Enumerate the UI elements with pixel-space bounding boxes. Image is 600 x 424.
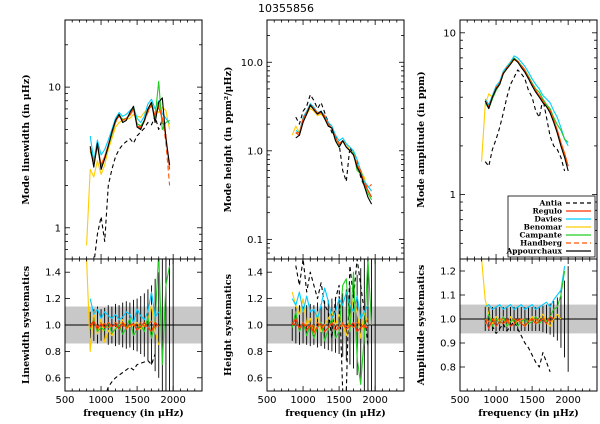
legend-label: Benomar [524, 223, 563, 232]
y-tick-label: 1 [55, 223, 61, 234]
x-tick-label: 1500 [519, 395, 544, 406]
x-tick-label: 1000 [483, 395, 508, 406]
x-tick-label: 1500 [326, 395, 351, 406]
legend-label: Appourchaux [505, 247, 562, 256]
series-appourchaux [89, 97, 171, 170]
series-appourchaux [295, 104, 373, 205]
panel-3: 500 1000 1500 2000 0.6 0.8 1.0 1.2 1.4 frequency … [21, 258, 203, 419]
y-tick-label: 1.2 [45, 294, 61, 305]
y-axis-label: Mode height (in ppm²/μHz) [223, 67, 234, 213]
plot-area [481, 55, 569, 172]
panel-1: 0.1 1.0 10.0 Mode height (in ppm²/μHz) [223, 19, 405, 260]
series-benomar [291, 108, 373, 198]
y-tick-label: 1.0 [247, 321, 263, 332]
y-tick-label: 0.1 [247, 235, 263, 246]
x-tick-label: 2000 [362, 395, 387, 406]
legend-label: Davies [534, 215, 562, 224]
y-axis-label: Linewidth systematics [21, 266, 32, 384]
x-tick-label: 500 [55, 395, 74, 406]
axes-frame [64, 19, 203, 260]
x-tick-label: 1000 [290, 395, 315, 406]
y-tick-label: 0.8 [440, 363, 456, 374]
series-handberg [484, 318, 555, 322]
series-antia [484, 69, 566, 172]
plot-area [267, 259, 404, 391]
axes-frame [459, 258, 598, 392]
legend: AntiaReguloDaviesBenomarCampanteHandberg… [505, 195, 596, 258]
series-campante [295, 105, 373, 201]
x-tick-label: 500 [257, 395, 276, 406]
legend-label: Handberg [520, 239, 563, 248]
panel-4: 500 1000 1500 2000 0.6 0.8 1.0 1.2 1.4 frequency … [223, 258, 405, 419]
plot-area [460, 259, 597, 372]
y-tick-label: 1.4 [247, 268, 263, 279]
x-axis-label: frequency (in μHz) [285, 408, 385, 419]
series-regulo [295, 104, 373, 198]
series-handberg [89, 320, 160, 330]
y-tick-label: 0.6 [247, 373, 263, 384]
plot-area [291, 94, 373, 205]
y-axis-label: Height systematics [223, 274, 234, 376]
y-tick-label: 1.1 [440, 291, 456, 302]
legend-label: Antia [539, 199, 563, 208]
x-tick-label: 2000 [555, 395, 580, 406]
y-tick-label: 0.9 [440, 339, 456, 350]
y-tick-label: 1.0 [247, 146, 263, 157]
series-campante [291, 259, 373, 385]
series-davies [295, 103, 373, 192]
series-antia [93, 115, 167, 259]
y-axis-label: Mode linewidth (in μHz) [21, 74, 32, 204]
series-antia [295, 94, 369, 194]
x-tick-label: 500 [450, 395, 469, 406]
plot-area [86, 80, 171, 259]
y-tick-label: 1 [450, 190, 456, 201]
y-tick-label: 1.2 [440, 267, 456, 278]
panels: 1 10 Mode linewidth (in μHz) 0.1 1.0 10.0 Mode… [21, 19, 598, 419]
series-benomar [86, 104, 171, 246]
series-davies [484, 55, 569, 147]
y-tick-label: 10.0 [241, 58, 263, 69]
series-handberg [484, 58, 569, 167]
y-tick-label: 10 [443, 28, 456, 39]
series-campante [89, 259, 171, 366]
figure-title: 10355856 [258, 2, 314, 15]
y-tick-label: 10 [48, 83, 61, 94]
x-axis-label: frequency (in μHz) [478, 408, 578, 419]
x-tick-label: 2000 [160, 395, 185, 406]
series-handberg [291, 318, 369, 330]
legend-label: Regulo [532, 207, 562, 216]
x-tick-label: 1000 [88, 395, 113, 406]
y-axis-label: Amplitude systematics [416, 265, 427, 387]
series-davies [484, 266, 566, 310]
series-antia [295, 259, 369, 391]
series-handberg [89, 104, 171, 186]
y-tick-label: 1.0 [45, 321, 61, 332]
y-tick-label: 1.0 [440, 315, 456, 326]
series-appourchaux [484, 58, 569, 172]
series-davies [89, 291, 160, 323]
x-tick-label: 1500 [124, 395, 149, 406]
y-tick-label: 0.6 [45, 373, 61, 384]
y-tick-label: 0.8 [247, 347, 263, 358]
panel-2: 1 10 Mode amplitude (in ppm) [416, 19, 598, 260]
panel-5: 500 1000 1500 2000 0.8 0.9 1.0 1.1 1.2 frequency … [416, 258, 598, 419]
y-tick-label: 1.2 [247, 294, 263, 305]
panel-0: 1 10 Mode linewidth (in μHz) [21, 19, 203, 260]
y-tick-label: 0.8 [45, 347, 61, 358]
y-axis-label: Mode amplitude (in ppm) [416, 71, 427, 207]
plot-area [65, 259, 202, 391]
y-tick-label: 1.4 [45, 268, 61, 279]
legend-label: Campante [519, 231, 562, 240]
x-axis-label: frequency (in μHz) [83, 408, 183, 419]
